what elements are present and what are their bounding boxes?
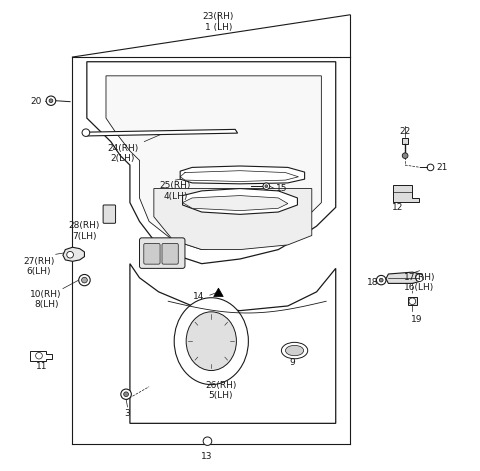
Ellipse shape [174, 298, 248, 385]
Polygon shape [386, 272, 423, 284]
FancyBboxPatch shape [162, 244, 178, 264]
Text: 25(RH)
4(LH): 25(RH) 4(LH) [160, 181, 191, 201]
Circle shape [67, 252, 73, 258]
Text: 3: 3 [125, 409, 131, 418]
Circle shape [402, 153, 408, 158]
Text: 18: 18 [367, 278, 379, 287]
Polygon shape [63, 247, 84, 261]
Circle shape [263, 183, 270, 189]
Polygon shape [30, 350, 52, 361]
Polygon shape [182, 188, 298, 214]
Circle shape [124, 392, 129, 397]
Polygon shape [408, 298, 417, 305]
Circle shape [82, 277, 87, 283]
Text: 23(RH)
1 (LH): 23(RH) 1 (LH) [203, 12, 234, 32]
FancyBboxPatch shape [140, 238, 185, 268]
Text: 9: 9 [290, 357, 296, 366]
Text: 12: 12 [392, 203, 404, 211]
Text: 19: 19 [411, 315, 423, 325]
Ellipse shape [286, 345, 304, 356]
Ellipse shape [281, 342, 308, 359]
Text: 22: 22 [399, 128, 411, 137]
Circle shape [36, 352, 42, 359]
Polygon shape [180, 166, 305, 184]
Polygon shape [84, 130, 238, 136]
Text: 28(RH)
7(LH): 28(RH) 7(LH) [69, 221, 100, 241]
Circle shape [265, 185, 268, 187]
Polygon shape [130, 264, 336, 423]
Text: 17(RH)
16(LH): 17(RH) 16(LH) [404, 273, 435, 292]
Polygon shape [214, 288, 223, 297]
Circle shape [376, 276, 386, 285]
Circle shape [121, 389, 132, 399]
Circle shape [79, 275, 90, 286]
Text: 13: 13 [201, 452, 212, 461]
Text: 11: 11 [36, 362, 47, 371]
Circle shape [46, 96, 56, 106]
Polygon shape [154, 188, 312, 250]
Circle shape [49, 99, 53, 103]
Text: 24(RH)
2(LH): 24(RH) 2(LH) [107, 144, 138, 163]
Text: 14: 14 [193, 292, 204, 301]
Polygon shape [106, 76, 322, 250]
Polygon shape [393, 185, 420, 202]
Ellipse shape [186, 312, 237, 371]
Text: 21: 21 [436, 163, 448, 172]
Text: 15: 15 [276, 184, 288, 193]
Text: 20: 20 [30, 97, 41, 106]
FancyBboxPatch shape [103, 205, 116, 223]
FancyBboxPatch shape [144, 244, 160, 264]
Polygon shape [402, 138, 408, 144]
Text: 10(RH)
8(LH): 10(RH) 8(LH) [30, 290, 62, 309]
Circle shape [82, 129, 90, 137]
Polygon shape [87, 62, 336, 264]
Circle shape [416, 274, 423, 282]
Circle shape [379, 278, 383, 282]
Circle shape [427, 164, 434, 171]
Text: 26(RH)
5(LH): 26(RH) 5(LH) [205, 381, 237, 400]
Polygon shape [182, 195, 288, 211]
Text: 27(RH)
6(LH): 27(RH) 6(LH) [24, 257, 55, 276]
Circle shape [409, 298, 416, 305]
Circle shape [203, 437, 212, 446]
